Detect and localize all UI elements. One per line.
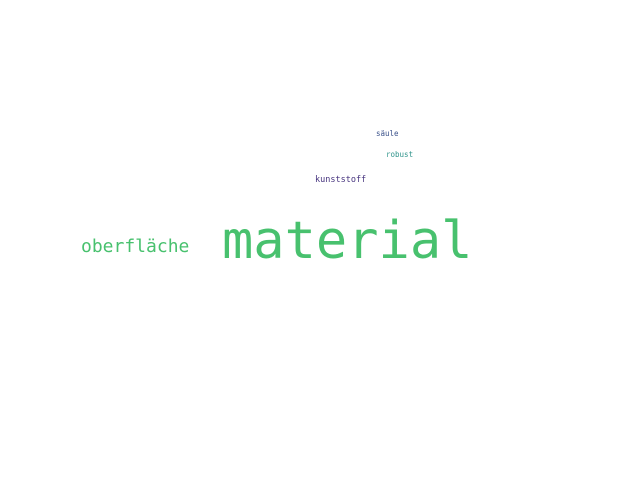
word-kunststoff: kunststoff: [315, 175, 367, 185]
word-robust: robust: [386, 150, 414, 159]
word-saeule: säule: [376, 129, 399, 138]
word-oberflaeche: oberfläche: [81, 236, 190, 257]
word-material: material: [222, 211, 473, 271]
